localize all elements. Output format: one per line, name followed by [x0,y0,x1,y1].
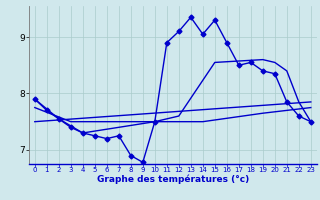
X-axis label: Graphe des températures (°c): Graphe des températures (°c) [97,175,249,184]
